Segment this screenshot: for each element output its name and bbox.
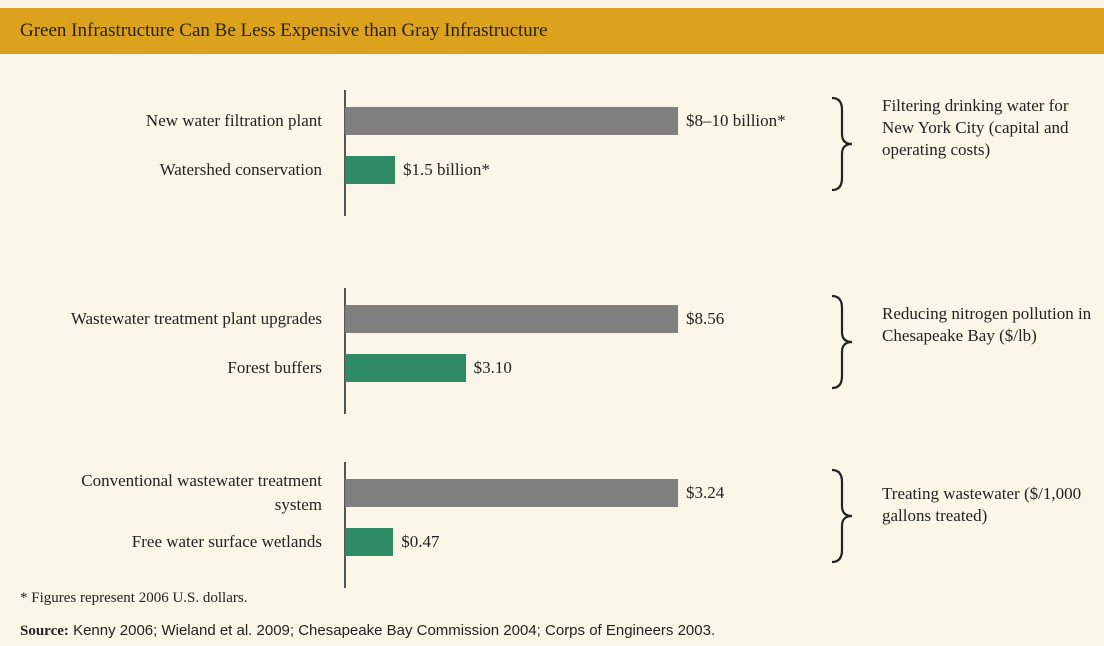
annotation: Reducing nitrogen pollution in Chesapeak… [882,304,1092,345]
brace [831,468,853,564]
value-label: $3.24 [686,483,725,502]
chart-title: Green Infrastructure Can Be Less Expensi… [20,20,548,41]
value-label: $8.56 [686,309,725,328]
category-label: New water filtration plant [145,111,322,130]
source-label: Source: [20,623,69,639]
bar [345,479,678,507]
bar [345,354,466,382]
bar [345,528,394,556]
category-label: Free water surface wetlands [131,532,322,551]
axis-line [344,90,346,216]
value-label: $8–10 billion* [686,111,786,130]
annotation: Filtering drinking water for New York Ci… [882,96,1069,159]
value-label: $1.5 billion* [402,160,490,179]
category-label: Forest buffers [227,358,322,377]
brace-path [831,96,853,192]
category-label: Wastewater treatment plant upgrades [70,309,322,328]
axis-line [344,462,346,588]
value-label: $0.47 [401,532,440,551]
annotation: Treating wastewater ($/1,000 gallons tre… [882,484,1082,525]
axis-line [344,288,346,414]
brace-path [831,468,853,564]
brace [831,294,853,390]
category-label: Watershed conservation [159,160,322,179]
bar [345,156,395,184]
brace-path [831,294,853,390]
source-text: Kenny 2006; Wieland et al. 2009; Chesape… [73,622,716,639]
footnote: * Figures represent 2006 U.S. dollars. [20,590,248,606]
bar [345,305,678,333]
header: Green Infrastructure Can Be Less Expensi… [0,8,1104,54]
source: Source: Kenny 2006; Wieland et al. 2009;… [20,622,715,640]
value-label: $3.10 [473,358,512,377]
brace [831,96,853,192]
category-label: Conventional wastewater treatment system [81,471,322,514]
bar [345,107,678,135]
